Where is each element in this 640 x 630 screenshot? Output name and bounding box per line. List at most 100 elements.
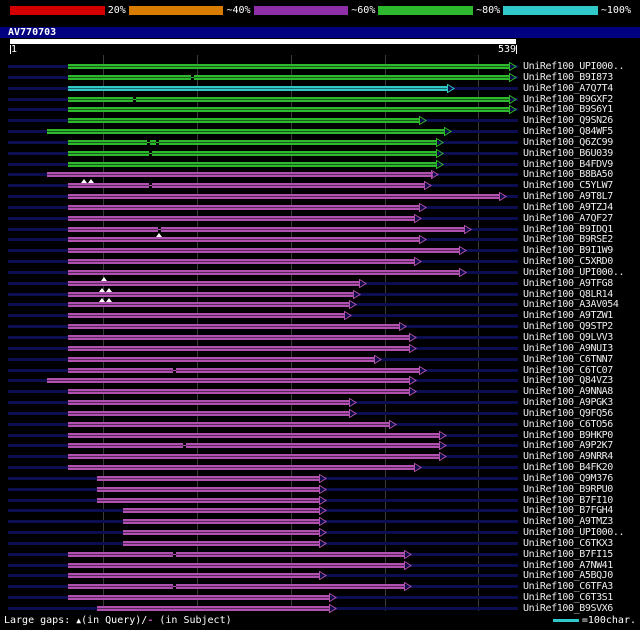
hit-label[interactable]: UniRef100_C6TNN7 (523, 354, 613, 365)
hit-label[interactable]: UniRef100_C5XRD0 (523, 256, 613, 267)
hit-bar[interactable] (68, 216, 414, 221)
hit-label[interactable]: UniRef100_UPI000.. (523, 527, 625, 538)
hit-label[interactable]: UniRef100_Q9M376 (523, 473, 613, 484)
hit-bar[interactable] (68, 205, 420, 210)
hit-bar[interactable] (68, 357, 375, 362)
hit-bar[interactable] (68, 248, 459, 253)
hit-bar[interactable] (68, 563, 405, 568)
hit-label[interactable]: UniRef100_B9SVX6 (523, 603, 613, 614)
hit-bar[interactable] (97, 476, 319, 481)
hit-label[interactable]: UniRef100_B7FI10 (523, 495, 613, 506)
hit-bar[interactable] (68, 86, 448, 91)
hit-label[interactable]: UniRef100_B9GXF2 (523, 94, 613, 105)
hit-label[interactable]: UniRef100_B9HKP0 (523, 430, 613, 441)
hit-label[interactable]: UniRef100_Q9SN26 (523, 115, 613, 126)
hit-bar[interactable] (123, 508, 320, 513)
hit-bar[interactable] (68, 151, 437, 156)
hit-label[interactable]: UniRef100_A9NUI3 (523, 343, 613, 354)
hit-bar[interactable] (68, 552, 405, 557)
hit-label[interactable]: UniRef100_B9IDQ1 (523, 224, 613, 235)
hit-bar[interactable] (68, 281, 360, 286)
hit-label[interactable]: UniRef100_A9TZJ4 (523, 202, 613, 213)
hit-label[interactable]: UniRef100_A7Q7T4 (523, 83, 613, 94)
hit-label[interactable]: UniRef100_B4FK20 (523, 462, 613, 473)
hit-label[interactable]: UniRef100_B6U039 (523, 148, 613, 159)
hit-bar[interactable] (68, 465, 414, 470)
hit-label[interactable]: UniRef100_Q8LR14 (523, 289, 613, 300)
hit-bar[interactable] (68, 107, 510, 112)
hit-bar[interactable] (68, 389, 410, 394)
hit-bar[interactable] (68, 335, 410, 340)
hit-bar[interactable] (68, 573, 320, 578)
hit-bar[interactable] (97, 498, 319, 503)
hit-bar[interactable] (68, 422, 390, 427)
hit-bar[interactable] (68, 346, 410, 351)
hit-label[interactable]: UniRef100_A3AV054 (523, 299, 619, 310)
hit-label[interactable]: UniRef100_Q9LVV3 (523, 332, 613, 343)
hit-label[interactable]: UniRef100_Q84WF5 (523, 126, 613, 137)
hit-label[interactable]: UniRef100_A5BQJ0 (523, 570, 613, 581)
hit-bar[interactable] (68, 118, 420, 123)
hit-label[interactable]: UniRef100_A9PGK3 (523, 397, 613, 408)
hit-label[interactable]: UniRef100_C5YLW7 (523, 180, 613, 191)
hit-label[interactable]: UniRef100_A9TMZ3 (523, 516, 613, 527)
hit-bar[interactable] (68, 324, 400, 329)
hit-bar[interactable] (68, 454, 440, 459)
hit-bar[interactable] (97, 487, 319, 492)
hit-bar[interactable] (68, 64, 510, 69)
hit-label[interactable]: UniRef100_Q6ZC99 (523, 137, 613, 148)
hit-label[interactable]: UniRef100_A9NNA8 (523, 386, 613, 397)
hit-bar[interactable] (47, 129, 445, 134)
hit-bar[interactable] (68, 411, 350, 416)
hit-label[interactable]: UniRef100_C6TFA3 (523, 581, 613, 592)
hit-label[interactable]: UniRef100_B9RPU0 (523, 484, 613, 495)
hit-label[interactable]: UniRef100_B4FDV9 (523, 159, 613, 170)
hit-bar[interactable] (123, 541, 320, 546)
hit-bar[interactable] (68, 584, 405, 589)
hit-label[interactable]: UniRef100_A9P2K7 (523, 440, 613, 451)
hit-label[interactable]: UniRef100_B9RSE2 (523, 234, 613, 245)
hit-label[interactable]: UniRef100_Q9FQ56 (523, 408, 613, 419)
hit-bar[interactable] (68, 302, 350, 307)
hit-bar[interactable] (68, 75, 510, 80)
hit-label[interactable]: UniRef100_C6T3S1 (523, 592, 613, 603)
hit-label[interactable]: UniRef100_C6TKX3 (523, 538, 613, 549)
hit-label[interactable]: UniRef100_Q9STP2 (523, 321, 613, 332)
hit-bar[interactable] (47, 172, 433, 177)
hit-label[interactable]: UniRef100_B9I1W9 (523, 245, 613, 256)
hit-label[interactable]: UniRef100_B9I873 (523, 72, 613, 83)
hit-bar[interactable] (68, 237, 420, 242)
hit-label[interactable]: UniRef100_B7FGH4 (523, 505, 613, 516)
hit-label[interactable]: UniRef100_A7QF27 (523, 213, 613, 224)
hit-bar[interactable] (68, 400, 350, 405)
hit-label[interactable]: UniRef100_A9T8L7 (523, 191, 613, 202)
hit-bar[interactable] (68, 443, 440, 448)
hit-label[interactable]: UniRef100_B9S6Y1 (523, 104, 613, 115)
hit-bar[interactable] (68, 259, 414, 264)
hit-label[interactable]: UniRef100_A9TFG8 (523, 278, 613, 289)
hit-bar[interactable] (68, 194, 500, 199)
hit-bar[interactable] (123, 519, 320, 524)
hit-label[interactable]: UniRef100_UPI000.. (523, 61, 625, 72)
hit-bar[interactable] (68, 313, 345, 318)
hit-bar[interactable] (68, 270, 459, 275)
hit-bar[interactable] (123, 530, 320, 535)
hit-bar[interactable] (68, 433, 440, 438)
hit-label[interactable]: UniRef100_B7FI15 (523, 549, 613, 560)
hit-label[interactable]: UniRef100_UPI000.. (523, 267, 625, 278)
hit-label[interactable]: UniRef100_Q84VZ3 (523, 375, 613, 386)
hit-label[interactable]: UniRef100_B8BA50 (523, 169, 613, 180)
hit-bar[interactable] (47, 378, 410, 383)
hit-bar[interactable] (68, 368, 420, 373)
hit-label[interactable]: UniRef100_A9TZW1 (523, 310, 613, 321)
hit-bar[interactable] (68, 183, 425, 188)
hit-bar[interactable] (68, 595, 330, 600)
hit-bar[interactable] (68, 162, 437, 167)
hit-label[interactable]: UniRef100_A9NRR4 (523, 451, 613, 462)
hit-label[interactable]: UniRef100_C6TC07 (523, 365, 613, 376)
hit-label[interactable]: UniRef100_C6TO56 (523, 419, 613, 430)
hit-bar[interactable] (68, 140, 437, 145)
hit-bar[interactable] (68, 97, 510, 102)
hit-bar[interactable] (68, 227, 465, 232)
hit-label[interactable]: UniRef100_A7NW41 (523, 560, 613, 571)
